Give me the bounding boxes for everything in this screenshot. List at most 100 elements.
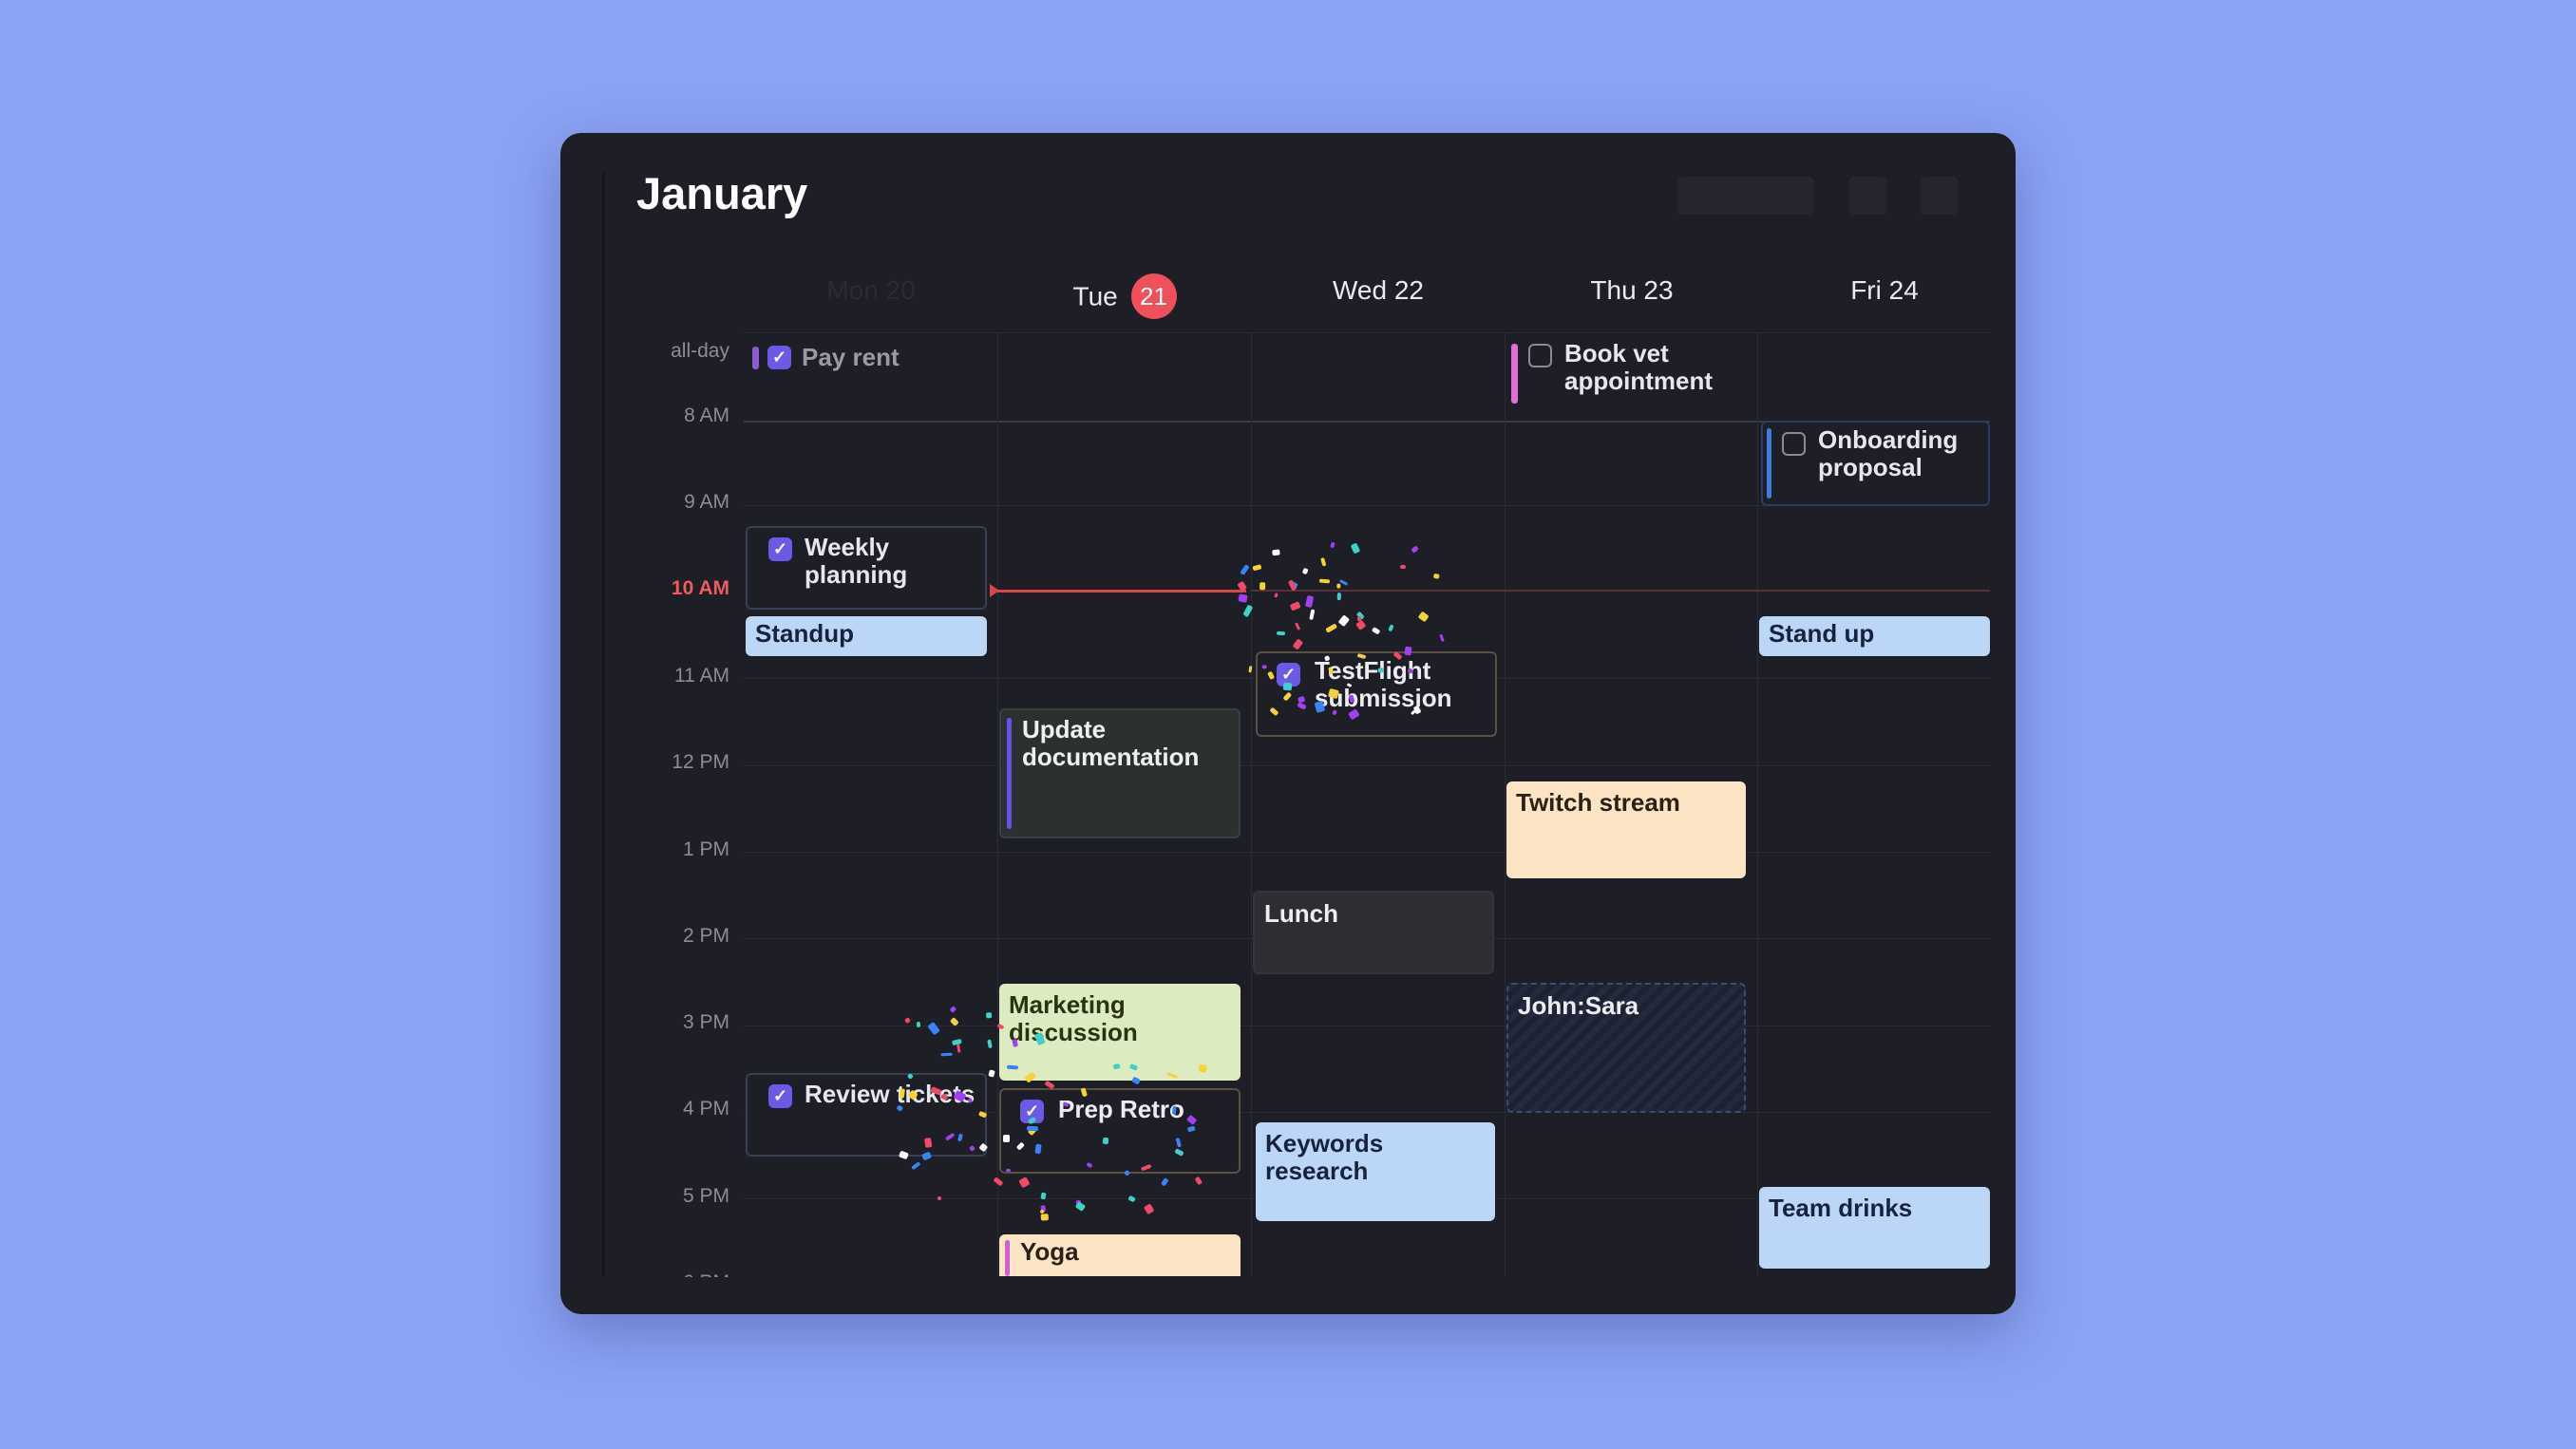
day-header-tue[interactable]: Tue 21 — [997, 273, 1252, 321]
confetti-piece — [899, 1088, 905, 1099]
day-label: Fri 24 — [1850, 275, 1919, 305]
confetti-piece — [1040, 1213, 1049, 1221]
event-testflight-submission[interactable]: ✓ TestFlight submission — [1256, 651, 1497, 737]
confetti-piece — [1433, 573, 1440, 579]
checkbox-checked-icon[interactable]: ✓ — [1277, 663, 1300, 687]
hour-label: 8 AM — [684, 405, 729, 426]
event-team-drinks[interactable]: Team drinks — [1759, 1187, 1990, 1269]
confetti-piece — [1328, 687, 1339, 699]
confetti-piece — [949, 1006, 957, 1013]
confetti-piece — [940, 1052, 953, 1057]
confetti-piece — [1407, 668, 1413, 674]
day-header-thu[interactable]: Thu 23 — [1505, 275, 1759, 306]
day-divider — [997, 332, 998, 1276]
confetti-piece — [986, 1039, 993, 1048]
confetti-piece — [1034, 1143, 1042, 1155]
confetti-piece — [988, 1069, 996, 1079]
confetti-piece — [1290, 601, 1301, 612]
checkbox-checked-icon[interactable]: ✓ — [768, 537, 792, 561]
day-label: Wed 22 — [1333, 275, 1424, 305]
confetti-piece — [899, 1150, 910, 1160]
hour-label: 5 PM — [682, 1185, 729, 1207]
confetti-piece — [1417, 611, 1430, 622]
hour-label: 12 PM — [672, 751, 729, 773]
event-standup[interactable]: Standup — [746, 616, 987, 656]
confetti-piece — [1276, 630, 1286, 636]
confetti-piece — [949, 1016, 959, 1026]
confetti-piece — [1194, 1176, 1203, 1185]
event-update-documentation[interactable]: Update documentation — [999, 708, 1241, 838]
day-header-wed[interactable]: Wed 22 — [1251, 275, 1506, 306]
event-keywords-research[interactable]: Keywords research — [1256, 1122, 1495, 1221]
event-lunch[interactable]: Lunch — [1253, 891, 1494, 974]
checkbox-icon[interactable] — [1528, 344, 1552, 367]
hour-label: 3 PM — [682, 1011, 729, 1033]
confetti-piece — [1127, 1195, 1136, 1203]
confetti-piece — [993, 1176, 1004, 1187]
grid-line — [744, 1112, 1990, 1113]
event-title: Twitch stream — [1516, 788, 1680, 817]
day-header-mon[interactable]: Mon 20 — [744, 275, 998, 306]
event-color-bar — [752, 347, 759, 369]
event-title: Team drinks — [1769, 1194, 1913, 1222]
confetti-piece — [1336, 592, 1342, 600]
event-title: Update documentation — [1022, 715, 1200, 771]
event-twitch-stream[interactable]: Twitch stream — [1506, 781, 1746, 878]
confetti-piece — [1252, 564, 1262, 572]
confetti-piece — [1102, 1137, 1109, 1145]
calendar-window: January Mon 20 Tue 21 Wed 22 Thu 23 Fri … — [560, 133, 2016, 1314]
confetti-piece — [956, 1043, 961, 1054]
confetti-piece — [1074, 1201, 1086, 1212]
event-title: Prep Retro — [1058, 1095, 1184, 1123]
confetti-piece — [1271, 549, 1280, 556]
confetti-piece — [1305, 595, 1315, 609]
current-time-line — [997, 590, 1246, 593]
confetti-piece — [1399, 564, 1406, 570]
event-stand-up[interactable]: Stand up — [1759, 616, 1990, 656]
checkbox-checked-icon[interactable]: ✓ — [1020, 1100, 1044, 1123]
day-header-fri[interactable]: Fri 24 — [1757, 275, 2012, 306]
hour-label: 11 AM — [674, 665, 729, 687]
event-weekly-planning[interactable]: ✓ Weekly planning — [746, 526, 987, 610]
event-title: Keywords research — [1265, 1129, 1384, 1185]
confetti-piece — [916, 1021, 920, 1027]
confetti-piece — [1238, 593, 1248, 603]
day-divider — [1505, 332, 1506, 1276]
confetti-piece — [1112, 1063, 1121, 1069]
next-week-button[interactable] — [1921, 177, 1959, 215]
confetti-piece — [1160, 1176, 1169, 1187]
confetti-piece — [1355, 619, 1367, 631]
event-title: Book vet appointment — [1564, 339, 1713, 395]
day-label: Thu 23 — [1590, 275, 1674, 305]
event-title: Review tickets — [805, 1080, 975, 1108]
event-john-sara[interactable]: John:Sara — [1506, 983, 1746, 1113]
event-onboarding-proposal[interactable]: Onboarding proposal — [1761, 421, 1990, 506]
view-switcher-button[interactable] — [1677, 177, 1814, 215]
confetti-piece — [1318, 578, 1331, 584]
day-label: Tue — [1072, 281, 1118, 311]
checkbox-checked-icon[interactable]: ✓ — [768, 1084, 792, 1108]
checkbox-checked-icon[interactable]: ✓ — [767, 346, 791, 369]
prev-week-button[interactable] — [1848, 177, 1886, 215]
current-time-line-rest — [1251, 590, 1990, 592]
hour-label: 2 PM — [682, 925, 729, 947]
sidebar-edge — [602, 171, 605, 1276]
day-label: Mon 20 — [826, 275, 916, 305]
allday-event-book-vet[interactable]: Book vet appointment — [1511, 340, 1749, 410]
event-yoga[interactable]: Yoga — [999, 1234, 1241, 1276]
checkbox-icon[interactable] — [1782, 432, 1806, 456]
confetti-piece — [1377, 667, 1384, 673]
confetti-piece — [1027, 1126, 1038, 1132]
current-hour-label: 10 AM — [671, 577, 729, 599]
event-prep-retro[interactable]: ✓ Prep Retro — [999, 1088, 1241, 1174]
confetti-piece — [1248, 666, 1253, 673]
confetti-piece — [1330, 541, 1335, 549]
event-title: Weekly planning — [805, 533, 908, 589]
grid-line — [744, 421, 1990, 423]
grid-line — [744, 505, 1990, 506]
day-divider — [1757, 332, 1758, 1276]
event-title: Yoga — [1020, 1237, 1079, 1266]
hour-label: 6 PM — [608, 1271, 729, 1277]
event-review-tickets[interactable]: ✓ Review tickets — [746, 1073, 987, 1157]
allday-event-pay-rent[interactable]: ✓ Pay rent — [752, 344, 990, 376]
